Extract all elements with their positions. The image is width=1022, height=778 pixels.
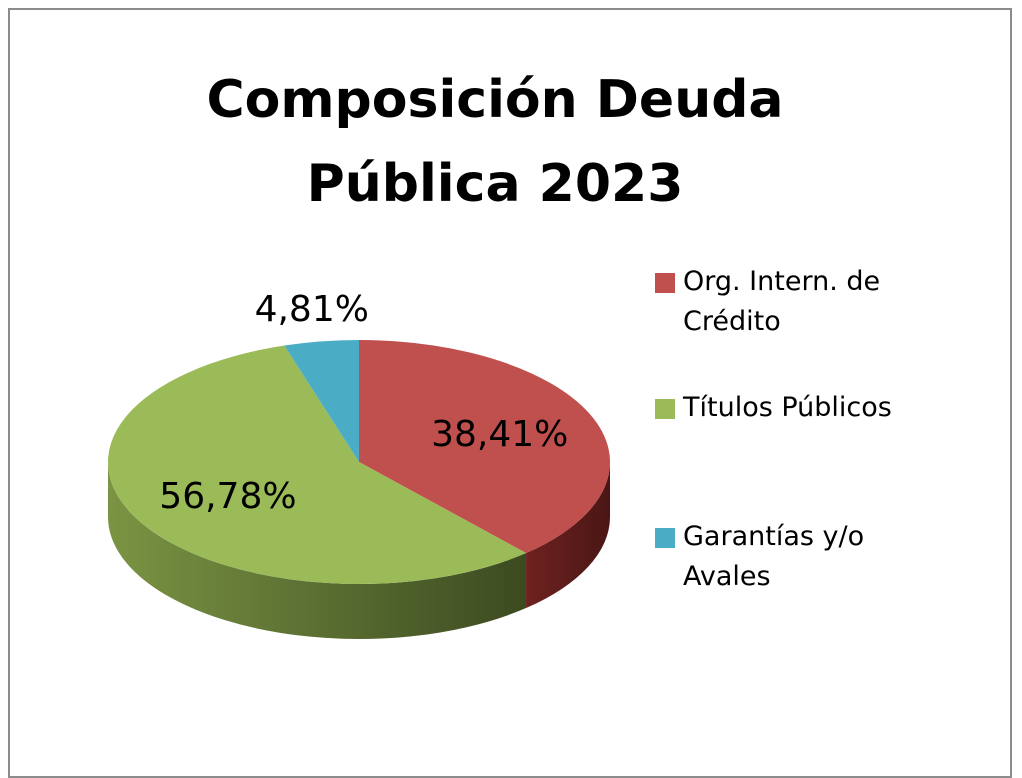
pie-slice — [284, 340, 359, 462]
pie-slice — [359, 340, 611, 554]
data-label: 4,81% — [255, 289, 369, 330]
legend-label: Títulos Públicos — [683, 392, 892, 423]
legend-swatch — [655, 528, 675, 548]
pie-slice — [108, 345, 527, 584]
chart-title: Composición Deuda Pública 2023 — [206, 70, 784, 214]
pie-side — [526, 462, 610, 609]
pie-side — [108, 462, 527, 640]
data-label: 38,41% — [431, 414, 568, 455]
legend-swatch — [655, 273, 675, 293]
legend-label: Garantías y/o Avales — [683, 521, 865, 592]
legend-label: Org. Intern. de Crédito — [683, 266, 881, 337]
data-label: 56,78% — [159, 476, 296, 517]
legend-swatch — [655, 399, 675, 419]
